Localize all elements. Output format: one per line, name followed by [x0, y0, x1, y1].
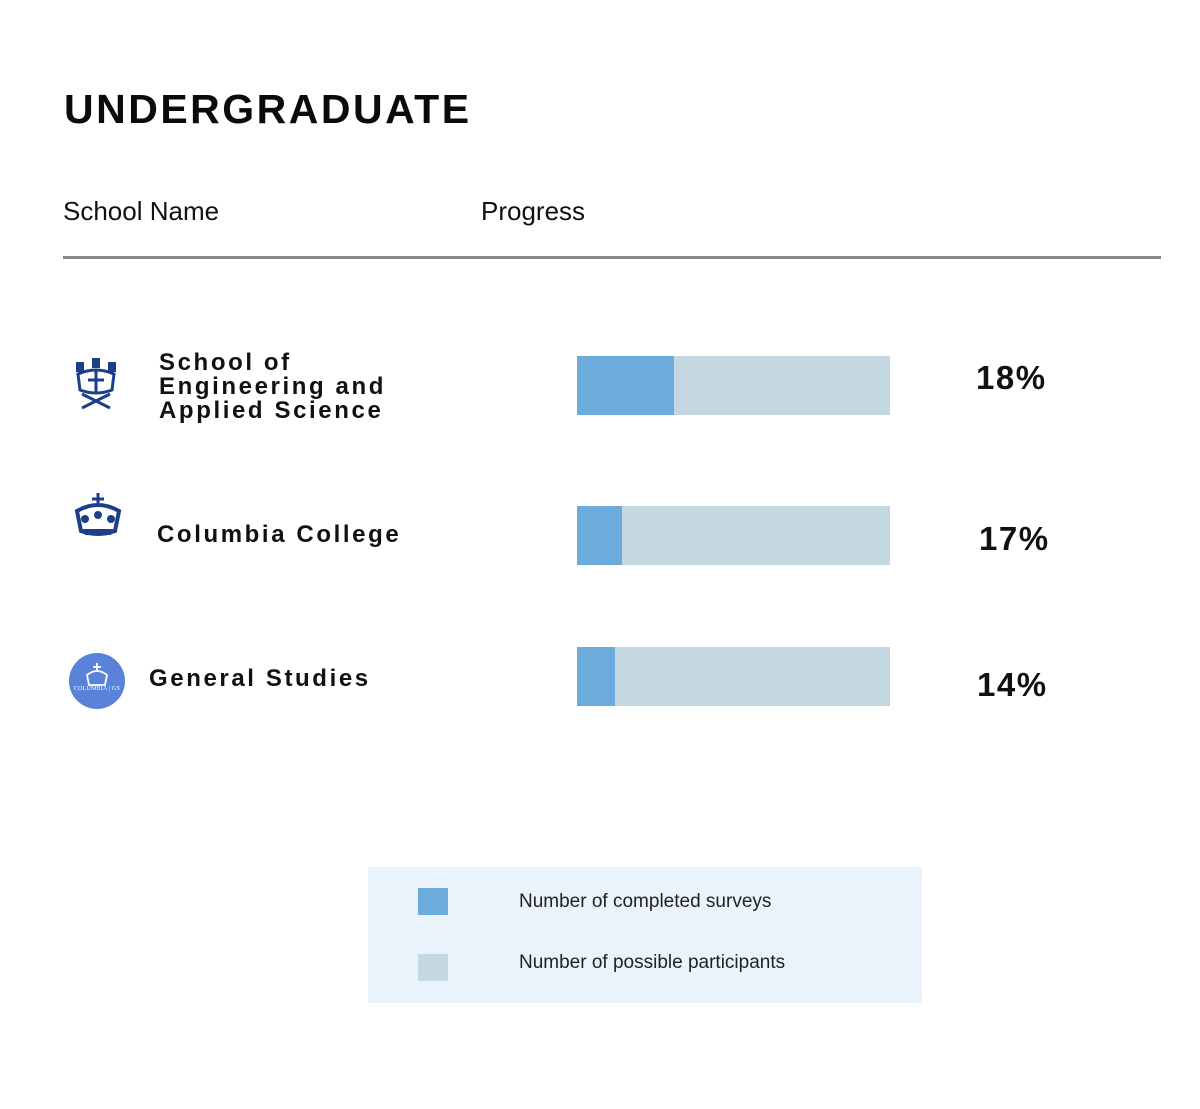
- possible-participants-bar: [577, 647, 890, 706]
- chart-legend: Number of completed surveys Number of po…: [368, 867, 922, 1003]
- completed-surveys-bar: [577, 506, 623, 565]
- general-studies-seal-icon: [69, 653, 125, 709]
- school-name: General Studies: [149, 665, 371, 692]
- completed-surveys-bar: [577, 356, 675, 415]
- percent-label: 18%: [976, 359, 1047, 396]
- general-studies-logo-text: COLUMBIA | GS: [73, 686, 121, 692]
- completed-surveys-bar: [577, 647, 615, 706]
- school-name: School of Engineering and Applied Scienc…: [159, 349, 387, 424]
- percent-label: 17%: [979, 520, 1050, 557]
- school-name: Columbia College: [157, 521, 402, 548]
- legend-label-completed: Number of completed surveys: [519, 891, 772, 912]
- percent-label: 14%: [977, 666, 1048, 703]
- legend-swatch-possible: [418, 954, 448, 981]
- legend-label-possible: Number of possible participants: [519, 952, 786, 973]
- column-header-progress: Progress: [481, 196, 586, 226]
- legend-swatch-completed: [418, 888, 448, 915]
- header-divider: [63, 256, 1161, 259]
- page-title: UNDERGRADUATE: [64, 86, 472, 132]
- seas-crown-icon: [72, 356, 120, 412]
- possible-participants-bar: [577, 356, 890, 415]
- columbia-college-crown-icon: [73, 493, 123, 545]
- column-header-school: School Name: [63, 196, 220, 226]
- possible-participants-bar: [577, 506, 890, 565]
